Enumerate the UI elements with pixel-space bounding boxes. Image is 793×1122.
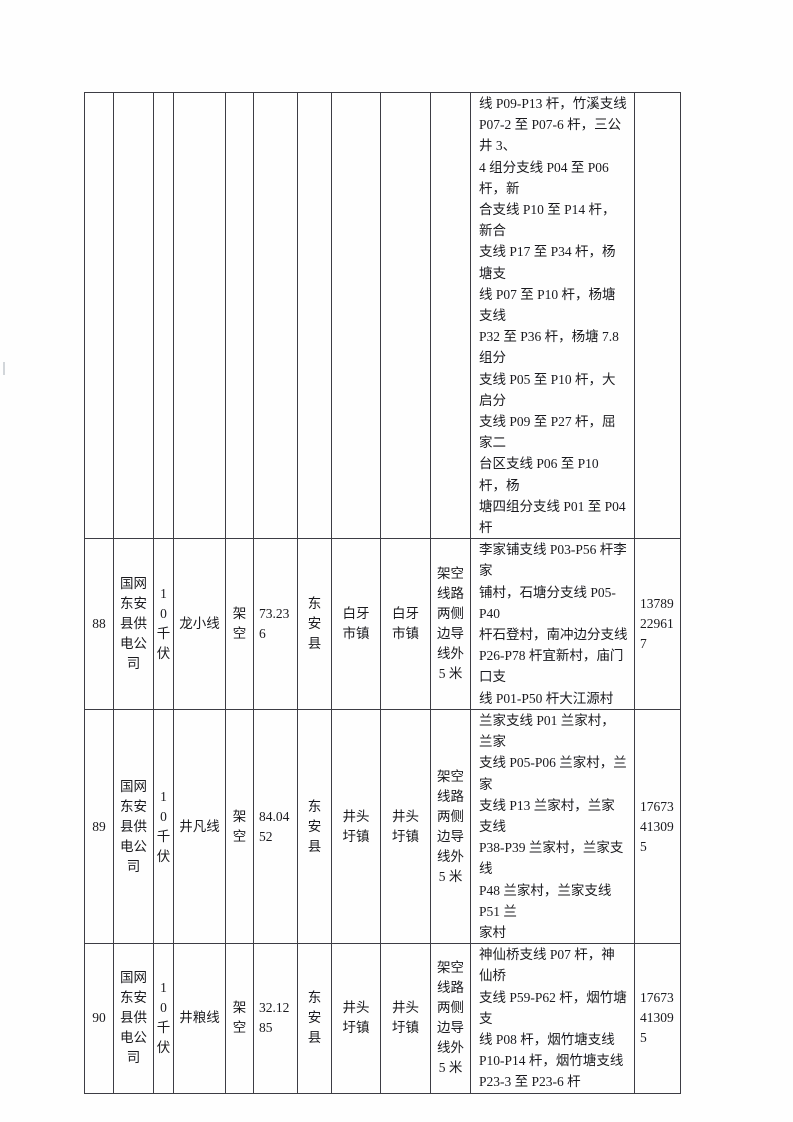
cell-line-name	[173, 91, 226, 540]
cell-construction	[225, 91, 254, 540]
table-row-90: 90 国网 东安 县供 电公 司 1 0 千 伏 井粮线 架 空 32.12 8…	[84, 943, 681, 1094]
cell-county	[297, 91, 332, 540]
table-row-89: 89 国网 东安 县供 电公 司 1 0 千 伏 井凡线 架 空 84.04 5…	[84, 708, 681, 945]
cell-length: 32.12 85	[253, 943, 298, 1094]
cell-phone: 13789 22961 7	[634, 538, 681, 710]
cell-line-name: 龙小线	[173, 538, 226, 710]
cell-line-name: 井凡线	[173, 708, 226, 945]
cell-poles: 神仙桥支线 P07 杆，神仙桥 支线 P59-P62 杆，烟竹塘支 线 P08 …	[470, 943, 635, 1094]
table-container: 线 P09-P13 杆，竹溪支线 P07-2 至 P07-6 杆，三公井 3、 …	[84, 91, 681, 1094]
cell-county: 东 安 县	[297, 708, 332, 945]
cell-phone	[634, 91, 681, 540]
cell-town-end: 井头 圩镇	[380, 943, 431, 1094]
cell-county: 东 安 县	[297, 538, 332, 710]
cell-phone: 17673 41309 5	[634, 708, 681, 945]
cell-seq: 88	[84, 538, 114, 710]
cell-town-start: 白牙 市镇	[331, 538, 381, 710]
table-row-88: 88 国网 东安 县供 电公 司 1 0 千 伏 龙小线 架 空 73.23 6…	[84, 538, 681, 710]
cell-town-end	[380, 91, 431, 540]
cell-town-start	[331, 91, 381, 540]
cell-seq: 89	[84, 708, 114, 945]
table-row-continuation: 线 P09-P13 杆，竹溪支线 P07-2 至 P07-6 杆，三公井 3、 …	[84, 91, 681, 540]
cell-length: 73.23 6	[253, 538, 298, 710]
scan-artifact-mark	[3, 362, 5, 375]
cell-corridor: 架空 线路 两侧 边导 线外 5 米	[430, 708, 471, 945]
cell-seq	[84, 91, 114, 540]
cell-town-start: 井头 圩镇	[331, 943, 381, 1094]
cell-poles: 线 P09-P13 杆，竹溪支线 P07-2 至 P07-6 杆，三公井 3、 …	[470, 91, 635, 540]
cell-voltage: 1 0 千 伏	[153, 708, 174, 945]
cell-construction: 架 空	[225, 708, 254, 945]
cell-town-end: 井头 圩镇	[380, 708, 431, 945]
power-line-registry-table: 线 P09-P13 杆，竹溪支线 P07-2 至 P07-6 杆，三公井 3、 …	[84, 91, 681, 1094]
cell-town-start: 井头 圩镇	[331, 708, 381, 945]
cell-company: 国网 东安 县供 电公 司	[113, 538, 154, 710]
cell-construction: 架 空	[225, 943, 254, 1094]
cell-length: 84.04 52	[253, 708, 298, 945]
cell-line-name: 井粮线	[173, 943, 226, 1094]
cell-corridor: 架空 线路 两侧 边导 线外 5 米	[430, 943, 471, 1094]
cell-company	[113, 91, 154, 540]
cell-town-end: 白牙 市镇	[380, 538, 431, 710]
cell-seq: 90	[84, 943, 114, 1094]
cell-construction: 架 空	[225, 538, 254, 710]
cell-phone: 17673 41309 5	[634, 943, 681, 1094]
cell-poles: 李家铺支线 P03-P56 杆李家 铺村，石塘分支线 P05-P40 杆石登村，…	[470, 538, 635, 710]
cell-corridor: 架空 线路 两侧 边导 线外 5 米	[430, 538, 471, 710]
cell-county: 东 安 县	[297, 943, 332, 1094]
cell-voltage	[153, 91, 174, 540]
cell-voltage: 1 0 千 伏	[153, 538, 174, 710]
cell-poles: 兰家支线 P01 兰家村，兰家 支线 P05-P06 兰家村，兰家 支线 P13…	[470, 708, 635, 945]
cell-company: 国网 东安 县供 电公 司	[113, 943, 154, 1094]
cell-voltage: 1 0 千 伏	[153, 943, 174, 1094]
cell-corridor	[430, 91, 471, 540]
cell-length	[253, 91, 298, 540]
cell-company: 国网 东安 县供 电公 司	[113, 708, 154, 945]
